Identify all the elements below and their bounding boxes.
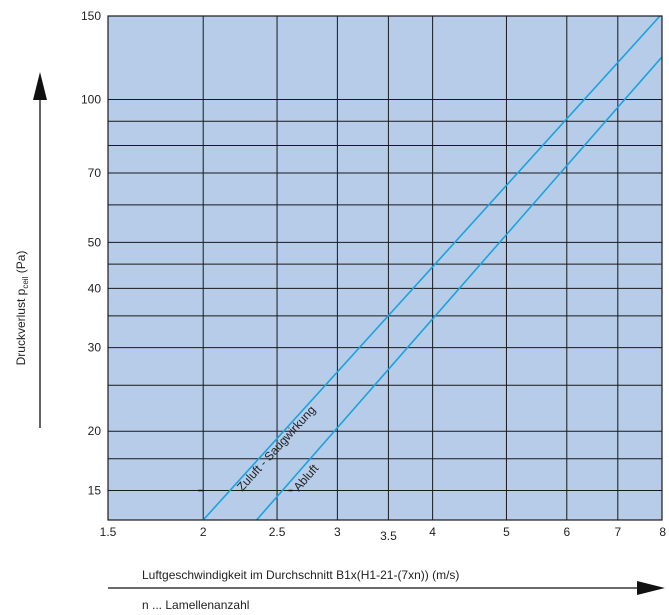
y-axis-label-subscript: ceil bbox=[21, 276, 31, 289]
x-axis-arrow bbox=[108, 581, 665, 595]
x-tick-label: 1.5 bbox=[100, 525, 117, 539]
plot-background bbox=[108, 16, 662, 520]
x-tick-label: 6 bbox=[563, 525, 570, 539]
y-axis-label-text: Druckverlust bbox=[13, 295, 28, 366]
x-tick-label: 4 bbox=[429, 525, 436, 539]
y-tick-label: 40 bbox=[88, 281, 102, 295]
y-tick-label: 15 bbox=[88, 484, 102, 498]
series-line-1 bbox=[202, 16, 661, 520]
x-tick-label: 5 bbox=[503, 525, 510, 539]
y-axis-label-unit: (Pa) bbox=[13, 250, 28, 274]
x-tick-label: 2.5 bbox=[269, 525, 286, 539]
y-tick-label: 150 bbox=[81, 9, 101, 23]
y-axis-label: Druckverlust pceil (Pa) bbox=[14, 251, 30, 366]
y-tick-label: 30 bbox=[88, 341, 102, 355]
x-tick-label: 3 bbox=[334, 525, 341, 539]
y-axis-arrow bbox=[33, 72, 47, 428]
x-axis-label: Luftgeschwindigkeit im Durchschnitt B1x(… bbox=[142, 568, 460, 582]
x-tick-label: 7 bbox=[614, 525, 621, 539]
plot-frame bbox=[107, 15, 663, 521]
y-tick-label: 70 bbox=[88, 166, 102, 180]
x-axis-note: n ... Lamellenanzahl bbox=[142, 598, 250, 612]
y-tick-label: 100 bbox=[81, 93, 101, 107]
y-axis-label-symbol: p bbox=[13, 288, 28, 296]
y-tick-label: 50 bbox=[88, 235, 102, 249]
x-tick-label: 2 bbox=[200, 525, 207, 539]
series-line-2 bbox=[255, 56, 662, 520]
x-tick-label: 3.5 bbox=[380, 529, 397, 543]
x-tick-label: 8 bbox=[659, 525, 666, 539]
y-tick-label: 20 bbox=[88, 424, 102, 438]
